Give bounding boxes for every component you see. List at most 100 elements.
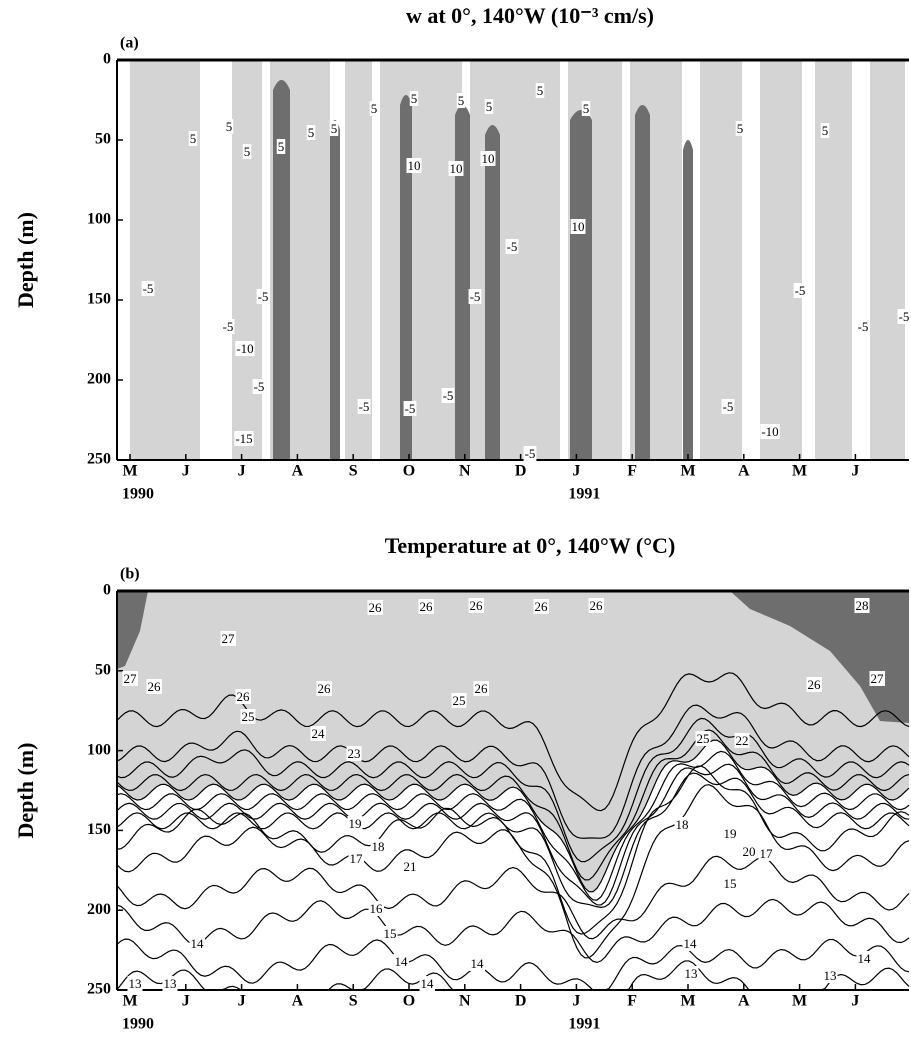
- x-tick-label: A: [292, 993, 304, 1010]
- year-label: 1990: [122, 486, 154, 503]
- y-tick-label: 150: [87, 821, 111, 838]
- x-tick-label: J: [572, 993, 580, 1010]
- y-tick-label: 50: [95, 131, 111, 148]
- panel-title: Temperature at 0°, 140°W (°C): [385, 533, 676, 558]
- contour-label: -5: [254, 379, 265, 394]
- x-tick-label: J: [572, 463, 580, 480]
- contour-label: 14: [684, 936, 698, 951]
- contour-label-bg: [869, 670, 885, 686]
- contour-label-bg: [188, 130, 198, 146]
- contour-label-bg: [535, 82, 545, 98]
- y-tick-label: 100: [87, 741, 111, 758]
- x-tick-label: O: [403, 463, 415, 480]
- contour-label-bg: [240, 708, 256, 724]
- dark-region: [485, 125, 500, 460]
- contour-label: 23: [348, 746, 361, 761]
- contour-label: 5: [537, 83, 544, 98]
- y-tick-label: 250: [87, 981, 111, 998]
- contour-label: 14: [395, 954, 409, 969]
- contour-label-bg: [760, 423, 780, 439]
- contour-label-bg: [451, 692, 467, 708]
- contour-label-bg: [382, 925, 398, 941]
- contour-label-bg: [403, 400, 417, 416]
- contour-label-bg: [588, 597, 604, 613]
- x-tick-label: O: [403, 993, 415, 1010]
- x-tick-label: A: [738, 463, 750, 480]
- contour-label: 5: [411, 91, 418, 106]
- contour-label-bg: [189, 935, 205, 951]
- contour-label: 21: [404, 859, 417, 874]
- contour-label: 5: [371, 101, 378, 116]
- shaded-region: [470, 60, 560, 460]
- contour-label: 17: [350, 851, 364, 866]
- contour-label: 5: [331, 121, 338, 136]
- contour-label-bg: [505, 238, 519, 254]
- contour-label-bg: [741, 843, 757, 859]
- x-tick-label: A: [292, 463, 304, 480]
- contour-label: 27: [871, 671, 885, 686]
- contour-label-bg: [221, 318, 235, 334]
- contour-label-bg: [141, 280, 155, 296]
- contour-label-bg: [242, 143, 252, 159]
- contour-label-bg: [146, 678, 162, 694]
- contour-label-bg: [533, 598, 549, 614]
- contour-label-bg: [402, 858, 418, 874]
- contour-label: 22: [736, 733, 749, 748]
- contour-label-bg: [806, 676, 822, 692]
- contour-line: [116, 729, 910, 881]
- shaded-region: [870, 60, 905, 460]
- contour-label: 28: [856, 598, 869, 613]
- contour-line: [116, 784, 910, 959]
- contour-label-bg: [735, 120, 745, 136]
- x-tick-label: M: [122, 993, 137, 1010]
- contour-label-bg: [695, 730, 711, 746]
- y-tick-label: 50: [95, 661, 111, 678]
- contour-label: -5: [723, 399, 734, 414]
- contour-label-bg: [348, 850, 364, 866]
- shaded-region: [815, 60, 852, 460]
- contour-label: 26: [369, 600, 383, 615]
- contour-label: 10: [408, 158, 421, 173]
- contour-label-bg: [674, 816, 690, 832]
- contour-label: 26: [808, 677, 822, 692]
- contour-label-bg: [224, 118, 234, 134]
- contour-label-bg: [234, 430, 254, 446]
- contour-label: 16: [370, 901, 384, 916]
- x-tick-label: D: [515, 993, 527, 1010]
- contour-label: 26: [535, 599, 549, 614]
- contour-label-bg: [484, 98, 494, 114]
- contour-label-bg: [393, 953, 409, 969]
- contour-label-bg: [122, 670, 138, 686]
- panel: w at 0°, 140°W (10⁻³ cm/s) (a) Depth (m) 0 5…: [13, 3, 911, 503]
- dark-region: [635, 105, 650, 460]
- contour-label: 14: [191, 936, 205, 951]
- contour-label-bg: [897, 308, 911, 324]
- contour-label: 10: [450, 161, 463, 176]
- contour-label: -10: [236, 341, 253, 356]
- dark-region: [455, 105, 470, 460]
- contour-line: [116, 898, 910, 964]
- x-tick-label: N: [459, 463, 471, 480]
- year-label: 1990: [122, 1016, 154, 1033]
- contour-label-bg: [683, 965, 699, 981]
- contour-label: 13: [824, 968, 837, 983]
- x-tick-label: M: [122, 463, 137, 480]
- y-tick-label: 0: [103, 582, 111, 599]
- contour-label-bg: [469, 955, 485, 971]
- contour-label-bg: [220, 630, 236, 646]
- contour-label-bg: [369, 100, 379, 116]
- panel-title: w at 0°, 140°W (10⁻³ cm/s): [406, 3, 654, 28]
- contour-label-bg: [367, 599, 383, 615]
- contour-label: 14: [858, 951, 872, 966]
- contour-label: 10: [482, 151, 495, 166]
- shaded-region: [232, 60, 262, 460]
- contour-label: -5: [525, 446, 536, 461]
- contour-label-bg: [856, 318, 870, 334]
- contour-label: 5: [226, 119, 233, 134]
- contour-label-bg: [406, 157, 422, 173]
- x-tick-label: M: [792, 463, 807, 480]
- contour-label: 5: [486, 99, 493, 114]
- contour-label: 19: [724, 826, 737, 841]
- contour-label-bg: [722, 875, 738, 891]
